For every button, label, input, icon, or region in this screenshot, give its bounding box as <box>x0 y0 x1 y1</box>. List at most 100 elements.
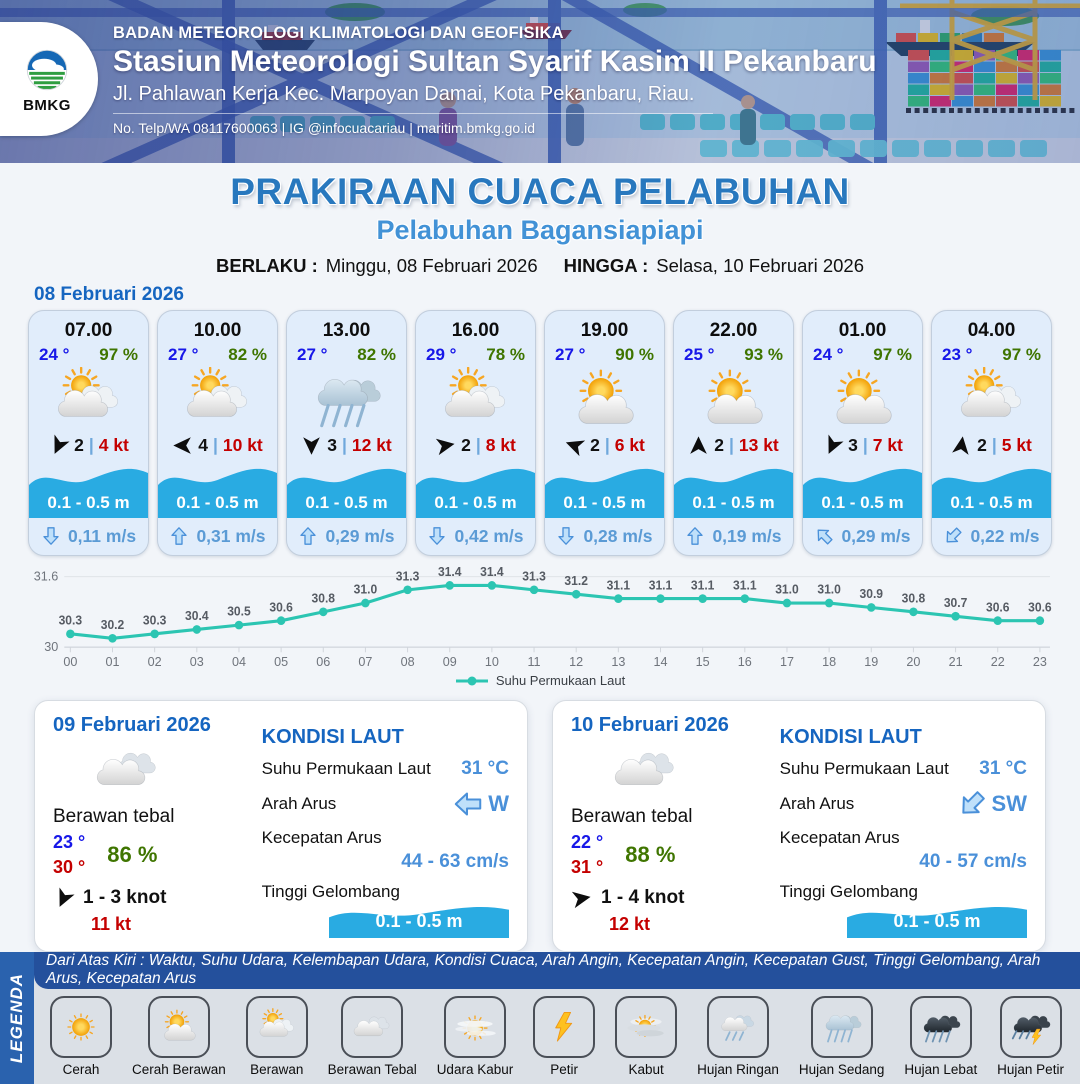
wave-height: 0.1 - 0.5 m <box>563 492 646 512</box>
air-temperature: 24 ° <box>39 344 70 364</box>
wave-height-band: 0.1 - 0.5 m <box>803 461 922 518</box>
hingga-value: Selasa, 10 Februari 2026 <box>656 254 864 276</box>
gust-speed: 12 kt <box>351 434 392 455</box>
wave-height-band: 0.1 - 0.5 m <box>674 461 793 518</box>
legend-item-label: Hujan Petir <box>997 1061 1064 1077</box>
current-direction-icon <box>939 522 967 550</box>
svg-text:31.0: 31.0 <box>817 582 841 596</box>
legend-ribbon: LEGENDA <box>0 951 34 1084</box>
weather-icon <box>39 366 138 433</box>
svg-text:30.3: 30.3 <box>59 613 83 627</box>
sst-value: 31 °C <box>461 757 509 779</box>
humidity: 78 % <box>486 344 525 364</box>
current-direction-icon <box>950 783 992 825</box>
separator: | <box>604 434 610 455</box>
wind-row: 4 | 10 kt <box>158 435 277 456</box>
legend-weather-icon <box>533 995 596 1058</box>
forecast-card: 07.00 24 ° 97 % 2 | 4 kt 0.1 - 0.5 m 0,1… <box>28 309 149 556</box>
forecast-time: 01.00 <box>838 319 887 341</box>
forecast-card: 13.00 27 ° 82 % 3 | 12 kt 0.1 - 0.5 m 0,… <box>286 309 407 556</box>
current-direction-icon <box>810 522 838 550</box>
current-dir-value: W <box>488 790 509 816</box>
wave-height: 0.1 - 0.5 m <box>305 492 388 512</box>
legend-item: Cerah Berawan <box>132 995 226 1077</box>
svg-text:21: 21 <box>949 653 963 668</box>
wave-height: 0.1 - 0.5 m <box>176 492 259 512</box>
wave-height: 0.1 - 0.5 m <box>821 492 904 512</box>
legend-weather-icon <box>147 995 210 1058</box>
wind-speed: 2 <box>977 434 987 455</box>
svg-text:03: 03 <box>190 653 204 668</box>
legend-weather-icon <box>707 995 769 1058</box>
separator: | <box>862 434 868 455</box>
wave-height-band: 0.1 - 0.5 m <box>545 461 664 518</box>
org-name: BADAN METEOROLOGI KLIMATOLOGI DAN GEOFIS… <box>113 24 564 42</box>
weather-icon <box>684 367 783 433</box>
svg-text:31.1: 31.1 <box>691 578 715 592</box>
daily-humidity: 88 % <box>625 842 676 868</box>
weather-icon <box>555 367 654 433</box>
current-row: 0,31 m/s <box>158 518 277 555</box>
thick-cloud-icon <box>79 739 175 801</box>
forecast-card: 22.00 25 ° 93 % 2 | 13 kt 0.1 - 0.5 m 0,… <box>673 309 794 556</box>
legend-section: LEGENDA Dari Atas Kiri : Waktu, Suhu Uda… <box>0 951 1080 1084</box>
chart-legend-marker-icon <box>455 676 488 686</box>
legend-weather-icon <box>245 995 308 1058</box>
wind-direction-icon <box>172 435 193 456</box>
svg-text:02: 02 <box>148 653 162 668</box>
current-row: 0,19 m/s <box>674 518 793 555</box>
wind-speed: 2 <box>461 434 471 455</box>
svg-text:30.6: 30.6 <box>986 600 1010 614</box>
current-row: 0,29 m/s <box>287 518 406 555</box>
wave-height-label: Tinggi Gelombang <box>779 881 918 901</box>
current-direction-icon <box>427 526 447 546</box>
title-section: PRAKIRAAN CUACA PELABUHAN Pelabuhan Baga… <box>0 163 1080 277</box>
current-dir-label: Arah Arus <box>261 793 337 813</box>
header-text: BADAN METEOROLOGI KLIMATOLOGI DAN GEOFIS… <box>113 24 877 136</box>
svg-text:06: 06 <box>316 653 330 668</box>
svg-text:30.7: 30.7 <box>944 596 968 610</box>
sea-conditions-title: KONDISI LAUT <box>779 725 922 748</box>
current-speed-label: Kecepatan Arus <box>261 827 382 847</box>
thick-cloud-icon <box>597 739 693 801</box>
daily-wind-range: 1 - 4 knot <box>601 887 685 909</box>
air-temperature: 29 ° <box>426 344 457 364</box>
sst-value: 31 °C <box>979 757 1027 779</box>
current-row: 0,42 m/s <box>416 518 535 555</box>
weather-icon <box>942 366 1041 433</box>
wind-direction-icon <box>45 431 73 459</box>
page-subtitle: Pelabuhan Bagansiapiapi <box>376 214 704 245</box>
svg-text:05: 05 <box>274 653 288 668</box>
gust-speed: 13 kt <box>738 434 779 455</box>
wind-direction-icon <box>569 886 593 910</box>
berlaku-label: BERLAKU : <box>216 254 318 276</box>
legend-item: Hujan Sedang <box>798 995 885 1077</box>
legend-item-label: Hujan Ringan <box>697 1061 779 1077</box>
svg-text:31.0: 31.0 <box>354 582 378 596</box>
humidity: 97 % <box>1002 344 1041 364</box>
air-temperature: 24 ° <box>813 344 844 364</box>
current-direction-icon <box>298 526 318 546</box>
current-speed: 0,28 m/s <box>583 525 653 546</box>
legend-weather-icon <box>50 995 112 1058</box>
current-direction-icon <box>169 526 189 546</box>
legend-item-label: Hujan Sedang <box>798 1061 885 1077</box>
wave-height: 0.1 - 0.5 m <box>434 492 517 512</box>
svg-text:30.5: 30.5 <box>227 604 251 618</box>
current-speed-value: 40 - 57 cm/s <box>919 850 1027 872</box>
svg-text:11: 11 <box>528 653 541 668</box>
page-title: PRAKIRAAN CUACA PELABUHAN <box>230 171 850 212</box>
current-row: 0,22 m/s <box>932 518 1051 555</box>
legend-item-label: Berawan Tebal <box>327 1061 417 1077</box>
header: BMKG BADAN METEOROLOGI KLIMATOLOGI DAN G… <box>0 0 1080 163</box>
wind-row: 2 | 5 kt <box>932 435 1051 456</box>
humidity: 90 % <box>615 344 654 364</box>
legend-item: Hujan Lebat <box>904 995 977 1077</box>
wind-direction-icon <box>688 435 709 456</box>
svg-text:09: 09 <box>443 653 457 668</box>
gust-speed: 7 kt <box>872 434 903 455</box>
current-row: 0,11 m/s <box>29 518 148 555</box>
weather-icon <box>297 367 396 433</box>
svg-text:30.3: 30.3 <box>143 613 167 627</box>
